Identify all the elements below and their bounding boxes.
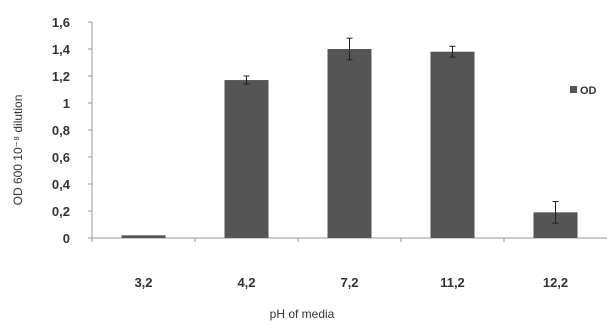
bar (327, 49, 372, 238)
x-tick-label: 7,2 (340, 275, 358, 290)
x-tick-label: 12,2 (543, 275, 568, 290)
legend-label-od: OD (580, 85, 597, 97)
y-tick-label: 1 (63, 96, 70, 111)
bar (121, 235, 166, 238)
error-bars (243, 37, 559, 224)
legend: OD (570, 85, 597, 97)
bars (121, 49, 578, 239)
y-axis: 0 0,2 0,4 0,6 0,8 1 1,2 1,4 1,6 (52, 15, 93, 246)
y-tick-label: 0,2 (52, 204, 70, 219)
y-tick-label: 1,6 (52, 15, 70, 30)
y-tick-label: 0,6 (52, 150, 70, 165)
y-tick-label: 0 (63, 231, 70, 246)
x-tick-label: 4,2 (237, 275, 255, 290)
y-tick-label: 0,4 (52, 177, 71, 192)
y-tick-label: 0,8 (52, 123, 70, 138)
x-tick-label: 3,2 (134, 275, 152, 290)
y-axis-title: OD 600 10⁻⁸ dilution (11, 95, 25, 206)
x-axis: 3,2 4,2 7,2 11,2 12,2 (91, 237, 607, 290)
x-axis-title: pH of media (270, 307, 335, 321)
y-tick-label: 1,4 (52, 42, 71, 57)
legend-swatch-od (570, 86, 577, 93)
bar (430, 51, 475, 239)
bar (224, 80, 269, 238)
x-tick-label: 11,2 (440, 275, 465, 290)
y-tick-label: 1,2 (52, 69, 70, 84)
